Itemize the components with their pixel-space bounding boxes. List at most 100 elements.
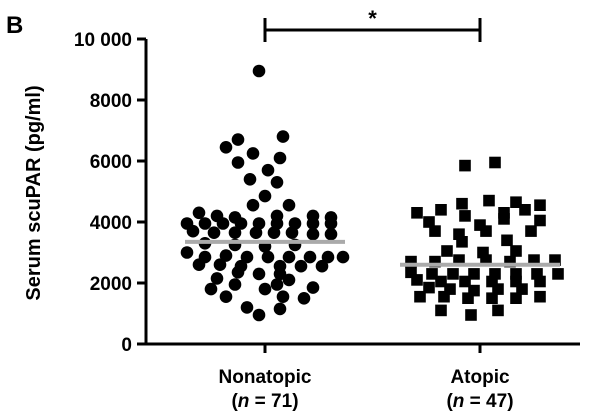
- data-point-circle: [246, 198, 260, 212]
- data-point-square: [435, 204, 447, 216]
- data-point-circle: [324, 227, 338, 241]
- data-point-square: [480, 254, 492, 266]
- median-lines: [185, 239, 560, 267]
- data-point-square: [453, 254, 465, 266]
- data-point-circle: [249, 226, 263, 239]
- data-point-square: [510, 245, 522, 257]
- data-point-square: [438, 290, 450, 303]
- data-point-square: [456, 236, 468, 248]
- significance-bracket: *: [263, 6, 482, 42]
- significance-label: *: [368, 6, 377, 31]
- data-point-square: [510, 275, 522, 288]
- data-point-circle: [231, 266, 245, 279]
- data-point-square: [498, 207, 510, 219]
- data-point-circle: [180, 246, 194, 259]
- data-point-square: [477, 246, 489, 259]
- data-point-square: [486, 275, 498, 288]
- data-point-square: [429, 225, 441, 237]
- data-point-square: [483, 194, 495, 207]
- data-point-square: [498, 213, 510, 225]
- data-point-square: [519, 204, 531, 216]
- data-point-circle: [252, 64, 266, 78]
- data-point-circle: [270, 278, 284, 291]
- data-point-circle: [204, 282, 218, 296]
- data-point-square: [459, 210, 471, 222]
- data-point-circle: [207, 226, 221, 239]
- category-count: (n = 71): [231, 391, 298, 412]
- data-point-square: [405, 255, 417, 268]
- data-point-circle: [273, 151, 287, 165]
- data-point-square: [534, 275, 546, 288]
- y-axis-title: Serum scuPAR (pg/ml): [23, 85, 45, 300]
- data-point-square: [468, 268, 480, 280]
- data-point-square: [459, 275, 471, 288]
- data-point-square: [528, 254, 540, 266]
- data-point-circle: [267, 226, 281, 239]
- data-point-circle: [231, 156, 245, 169]
- y-tick-label: 10 000: [74, 30, 132, 51]
- data-point-square: [405, 266, 417, 279]
- data-point-circle: [306, 217, 320, 230]
- data-point-circle: [219, 290, 233, 304]
- data-point-square: [423, 216, 435, 228]
- data-point-circle: [273, 302, 287, 316]
- category-count: (n = 47): [446, 391, 513, 412]
- data-point-circle: [252, 308, 266, 322]
- data-point-square: [465, 309, 477, 321]
- data-point-circle: [336, 250, 350, 264]
- data-point-circle: [306, 281, 320, 294]
- y-tick-label: 0: [121, 335, 132, 356]
- data-point-square: [510, 196, 522, 208]
- data-point-circle: [234, 217, 248, 230]
- data-point-square: [516, 283, 528, 295]
- data-point-square: [411, 207, 423, 219]
- data-point-circle: [285, 226, 299, 239]
- data-point-circle: [228, 278, 242, 291]
- data-point-square: [549, 254, 561, 266]
- data-point-circle: [270, 176, 284, 189]
- data-point-circle: [231, 133, 245, 146]
- data-point-square: [489, 156, 501, 169]
- data-point-square: [426, 268, 438, 280]
- data-point-circle: [282, 198, 296, 212]
- y-axis: 0 2000 4000 6000 8000 10 000: [74, 30, 148, 356]
- data-point-square: [534, 214, 546, 227]
- data-point-circle: [219, 141, 233, 154]
- data-point-square: [510, 268, 522, 280]
- data-point-circle: [258, 189, 272, 203]
- data-point-square: [501, 234, 513, 247]
- data-point-square: [423, 281, 435, 294]
- data-point-circle: [240, 301, 254, 314]
- data-point-square: [492, 304, 504, 317]
- data-point-circle: [282, 250, 296, 264]
- data-point-circle: [246, 147, 260, 160]
- data-point-circle: [315, 259, 329, 273]
- data-point-square: [510, 292, 522, 304]
- data-point-square: [459, 159, 471, 172]
- data-point-square: [534, 290, 546, 303]
- data-point-circle: [306, 227, 320, 241]
- data-point-circle: [297, 292, 311, 305]
- data-point-square: [525, 225, 537, 237]
- data-point-square: [534, 199, 546, 211]
- data-point-circle: [213, 258, 227, 272]
- data-point-square: [456, 197, 468, 210]
- data-point-square: [441, 245, 453, 257]
- y-tick-label: 6000: [90, 152, 132, 173]
- data-point-square: [504, 255, 516, 268]
- data-point-square: [552, 268, 564, 280]
- data-point-square: [462, 292, 474, 304]
- panel-letter: B: [6, 12, 23, 39]
- data-point-circle: [210, 272, 224, 285]
- data-point-square: [429, 255, 441, 268]
- data-point-square: [531, 268, 543, 280]
- data-point-square: [474, 219, 486, 231]
- data-point-circle: [252, 267, 266, 281]
- data-point-circle: [192, 258, 206, 272]
- category-label: Atopic: [450, 367, 510, 388]
- data-point-circle: [219, 249, 233, 262]
- data-point-circle: [261, 250, 275, 264]
- data-points: [180, 64, 564, 322]
- y-tick-label: 8000: [90, 91, 132, 112]
